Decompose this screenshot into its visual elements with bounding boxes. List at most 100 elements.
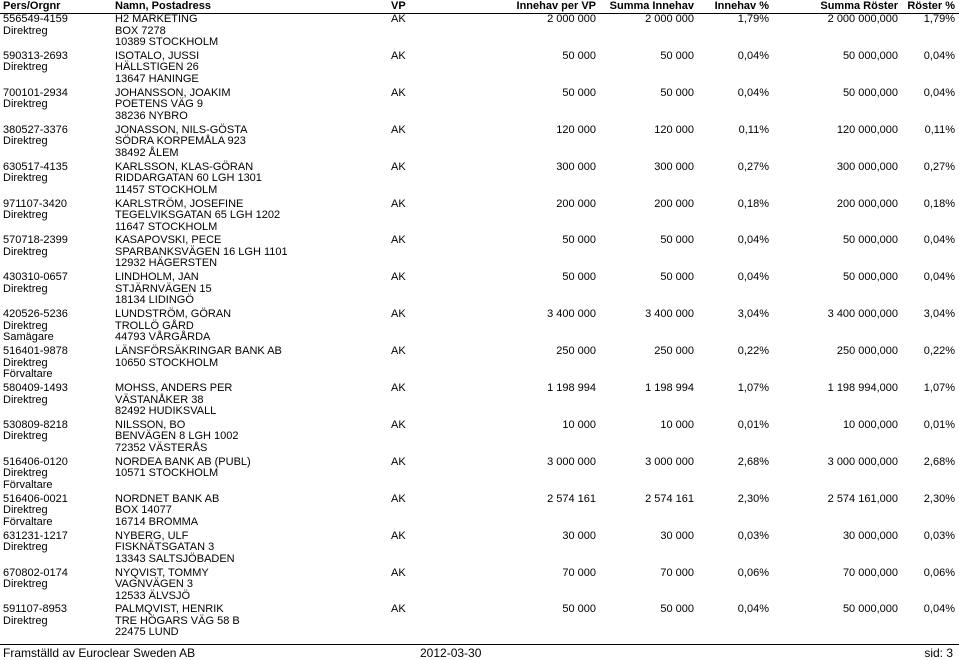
holding-percent: 0,22%: [737, 345, 769, 358]
holder-name-address-cell: LÄNSFÖRSÄKRINGAR BANK AB 10650 STOCKHOLM: [115, 346, 282, 369]
holder-address-line: TRE HÖGARS VÄG 58 B: [115, 614, 240, 627]
security-type: AK: [391, 382, 406, 394]
holder-id: 700101-2934: [3, 86, 68, 99]
holder-address-line: 16714 BROMMA: [115, 515, 199, 528]
holding-percent: 0,04%: [737, 271, 769, 284]
holder-id: 971107-3420: [3, 197, 68, 210]
holder-address-line: FISKNÄTSGATAN 3: [115, 541, 215, 554]
holder-id: 530809-8218: [3, 418, 68, 431]
votes-sum: 200 000,000: [836, 197, 898, 210]
holder-role: Förvaltare: [3, 478, 53, 491]
holder-id: 430310-0657: [3, 271, 68, 284]
votes-sum: 30 000,000: [842, 529, 898, 542]
holding-per-vp: 50 000: [562, 234, 596, 247]
holder-name: KARLSSON, KLAS-GÖRAN: [115, 160, 254, 173]
holder-role: Direktreg: [3, 356, 48, 369]
holder-id-cell: 380527-3376 Direktreg: [3, 124, 68, 148]
holder-name: NILSSON, BO: [115, 418, 186, 431]
votes-percent: 0,18%: [923, 197, 955, 210]
security-type: AK: [391, 234, 406, 247]
holder-role: Direktreg: [3, 541, 48, 554]
holder-name-address-cell: NYQVIST, TOMMY VAGNVÄGEN 3 12533 ÄLVSJÖ: [115, 566, 209, 603]
votes-sum: 50 000,000: [842, 86, 898, 99]
holder-id-cell: 430310-0657 Direktreg: [3, 272, 68, 295]
holder-role: Direktreg: [3, 319, 48, 332]
holder-name-address-cell: PALMQVIST, HENRIK TRE HÖGARS VÄG 58 B 2247…: [115, 604, 240, 639]
holding-per-vp: 3 000 000: [547, 455, 596, 468]
holding-per-vp: 1 198 994: [547, 382, 596, 394]
holding-sum: 50 000: [660, 234, 694, 247]
holding-percent: 0,04%: [737, 49, 769, 62]
holder-address-line: SÖDRA KORPEMÅLA 923: [115, 135, 246, 148]
votes-sum: 70 000,000: [842, 566, 898, 579]
security-type: AK: [391, 455, 406, 468]
holding-percent: 0,04%: [737, 234, 769, 247]
votes-sum: 120 000,000: [836, 123, 898, 136]
holder-address-line: TEGELVIKSGATAN 65 LGH 1202: [115, 209, 281, 221]
holder-name-address-cell: JONASSON, NILS-GÖSTA SÖDRA KORPEMÅLA 923 3…: [115, 124, 247, 160]
holder-id: 516406-0120: [3, 455, 68, 468]
security-type: AK: [391, 492, 406, 505]
holding-percent: 2,30%: [737, 492, 769, 505]
holder-address-line: POETENS VÄG 9: [115, 98, 204, 111]
holder-name-address-cell: NORDEA BANK AB (PUBL) 10571 STOCKHOLM: [115, 455, 251, 480]
security-type: AK: [391, 418, 406, 431]
votes-sum: 2 574 161,000: [827, 492, 898, 505]
holding-percent: 0,06%: [737, 566, 769, 579]
holder-name-address-cell: LUNDSTRÖM, GÖRAN TROLLÖ GÅRD 44793 VÅRGÅRD…: [115, 309, 231, 344]
holding-percent: 0,27%: [737, 160, 769, 173]
holder-role: Förvaltare: [3, 515, 53, 528]
holder-name: NORDNET BANK AB: [115, 492, 220, 505]
votes-percent: 1,79%: [923, 13, 955, 25]
holder-id: 570718-2399: [3, 234, 68, 247]
header-suminn: Summa Innehav: [609, 0, 694, 12]
holder-id: 630517-4135: [3, 160, 68, 173]
holding-per-vp: 200 000: [556, 197, 596, 210]
holder-address-line: VAGNVÄGEN 3: [115, 578, 194, 590]
holder-address-line: 10389 STOCKHOLM: [115, 36, 219, 48]
holding-sum: 120 000: [654, 123, 694, 136]
holder-id-cell: 700101-2934 Direktreg: [3, 86, 68, 111]
holder-address-line: 12932 HÄGERSTEN: [115, 257, 218, 270]
votes-percent: 0,22%: [923, 345, 955, 358]
holder-id-cell: 530809-8218 Direktreg: [3, 418, 68, 443]
holder-name-address-cell: NORDNET BANK AB BOX 14077 16714 BROMMA: [115, 492, 220, 529]
holder-role: Direktreg: [3, 614, 48, 627]
holding-sum: 250 000: [654, 345, 694, 358]
holder-role: Direktreg: [3, 98, 48, 111]
votes-sum: 2 000 000,000: [827, 13, 898, 25]
holder-name-address-cell: MOHSS, ANDERS PER VÄSTANÅKER 38 82492 HUDI…: [115, 382, 232, 418]
holder-address-line: 44793 VÅRGÅRDA: [115, 331, 211, 344]
holder-name-address-cell: KARLSSON, KLAS-GÖRAN RIDDARGATAN 60 LGH 1…: [115, 160, 262, 197]
holder-name-address-cell: KARLSTRÖM, JOSEFINE TEGELVIKSGATAN 65 LGH…: [115, 198, 281, 234]
holder-id-cell: 420526-5236 Direktreg Samägare: [3, 309, 68, 344]
header-name: Namn, Postadress: [115, 0, 211, 12]
holder-name-address-cell: LINDHOLM, JAN STJÄRNVÄGEN 15 18134 LIDINGÖ: [115, 272, 212, 307]
holding-per-vp: 2 000 000: [547, 13, 596, 25]
holding-sum: 1 198 994: [645, 382, 694, 394]
holder-id: 516406-0021: [3, 492, 68, 505]
holder-name: NORDEA BANK AB (PUBL): [115, 455, 251, 468]
holding-per-vp: 50 000: [562, 271, 596, 284]
holder-role: Samägare: [3, 331, 54, 344]
holding-sum: 10 000: [660, 418, 694, 431]
holding-sum: 50 000: [660, 271, 694, 284]
holding-per-vp: 250 000: [556, 345, 596, 358]
holding-percent: 3,04%: [737, 308, 769, 321]
holder-role: Direktreg: [3, 282, 48, 295]
holding-percent: 0,01%: [737, 418, 769, 431]
holder-address-line: 10571 STOCKHOLM: [115, 467, 219, 480]
holder-name: NYQVIST, TOMMY: [115, 566, 209, 579]
holder-id-cell: 670802-0174 Direktreg: [3, 566, 68, 591]
holder-id-cell: 516406-0120 Direktreg Förvaltare: [3, 455, 68, 492]
holder-id-cell: 590313-2693 Direktreg: [3, 50, 68, 74]
holder-id: 516401-9878: [3, 345, 68, 358]
holding-percent: 0,04%: [737, 86, 769, 99]
holding-sum: 300 000: [654, 160, 694, 173]
holder-role: Direktreg: [3, 135, 48, 148]
votes-sum: 50 000,000: [842, 234, 898, 247]
holder-id: 670802-0174: [3, 566, 68, 579]
holder-id-cell: 631231-1217 Direktreg: [3, 530, 68, 554]
holder-role: Förvaltare: [3, 368, 53, 381]
holding-sum: 2 000 000: [645, 13, 694, 25]
